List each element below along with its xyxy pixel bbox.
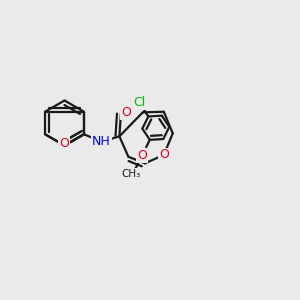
Text: O: O xyxy=(60,139,69,152)
Text: O: O xyxy=(59,137,69,150)
Text: CH₃: CH₃ xyxy=(122,169,141,179)
Text: Cl: Cl xyxy=(133,96,145,109)
Text: O: O xyxy=(121,106,131,119)
Text: O: O xyxy=(137,149,147,162)
Text: O: O xyxy=(159,148,169,161)
Text: NH: NH xyxy=(92,135,111,148)
